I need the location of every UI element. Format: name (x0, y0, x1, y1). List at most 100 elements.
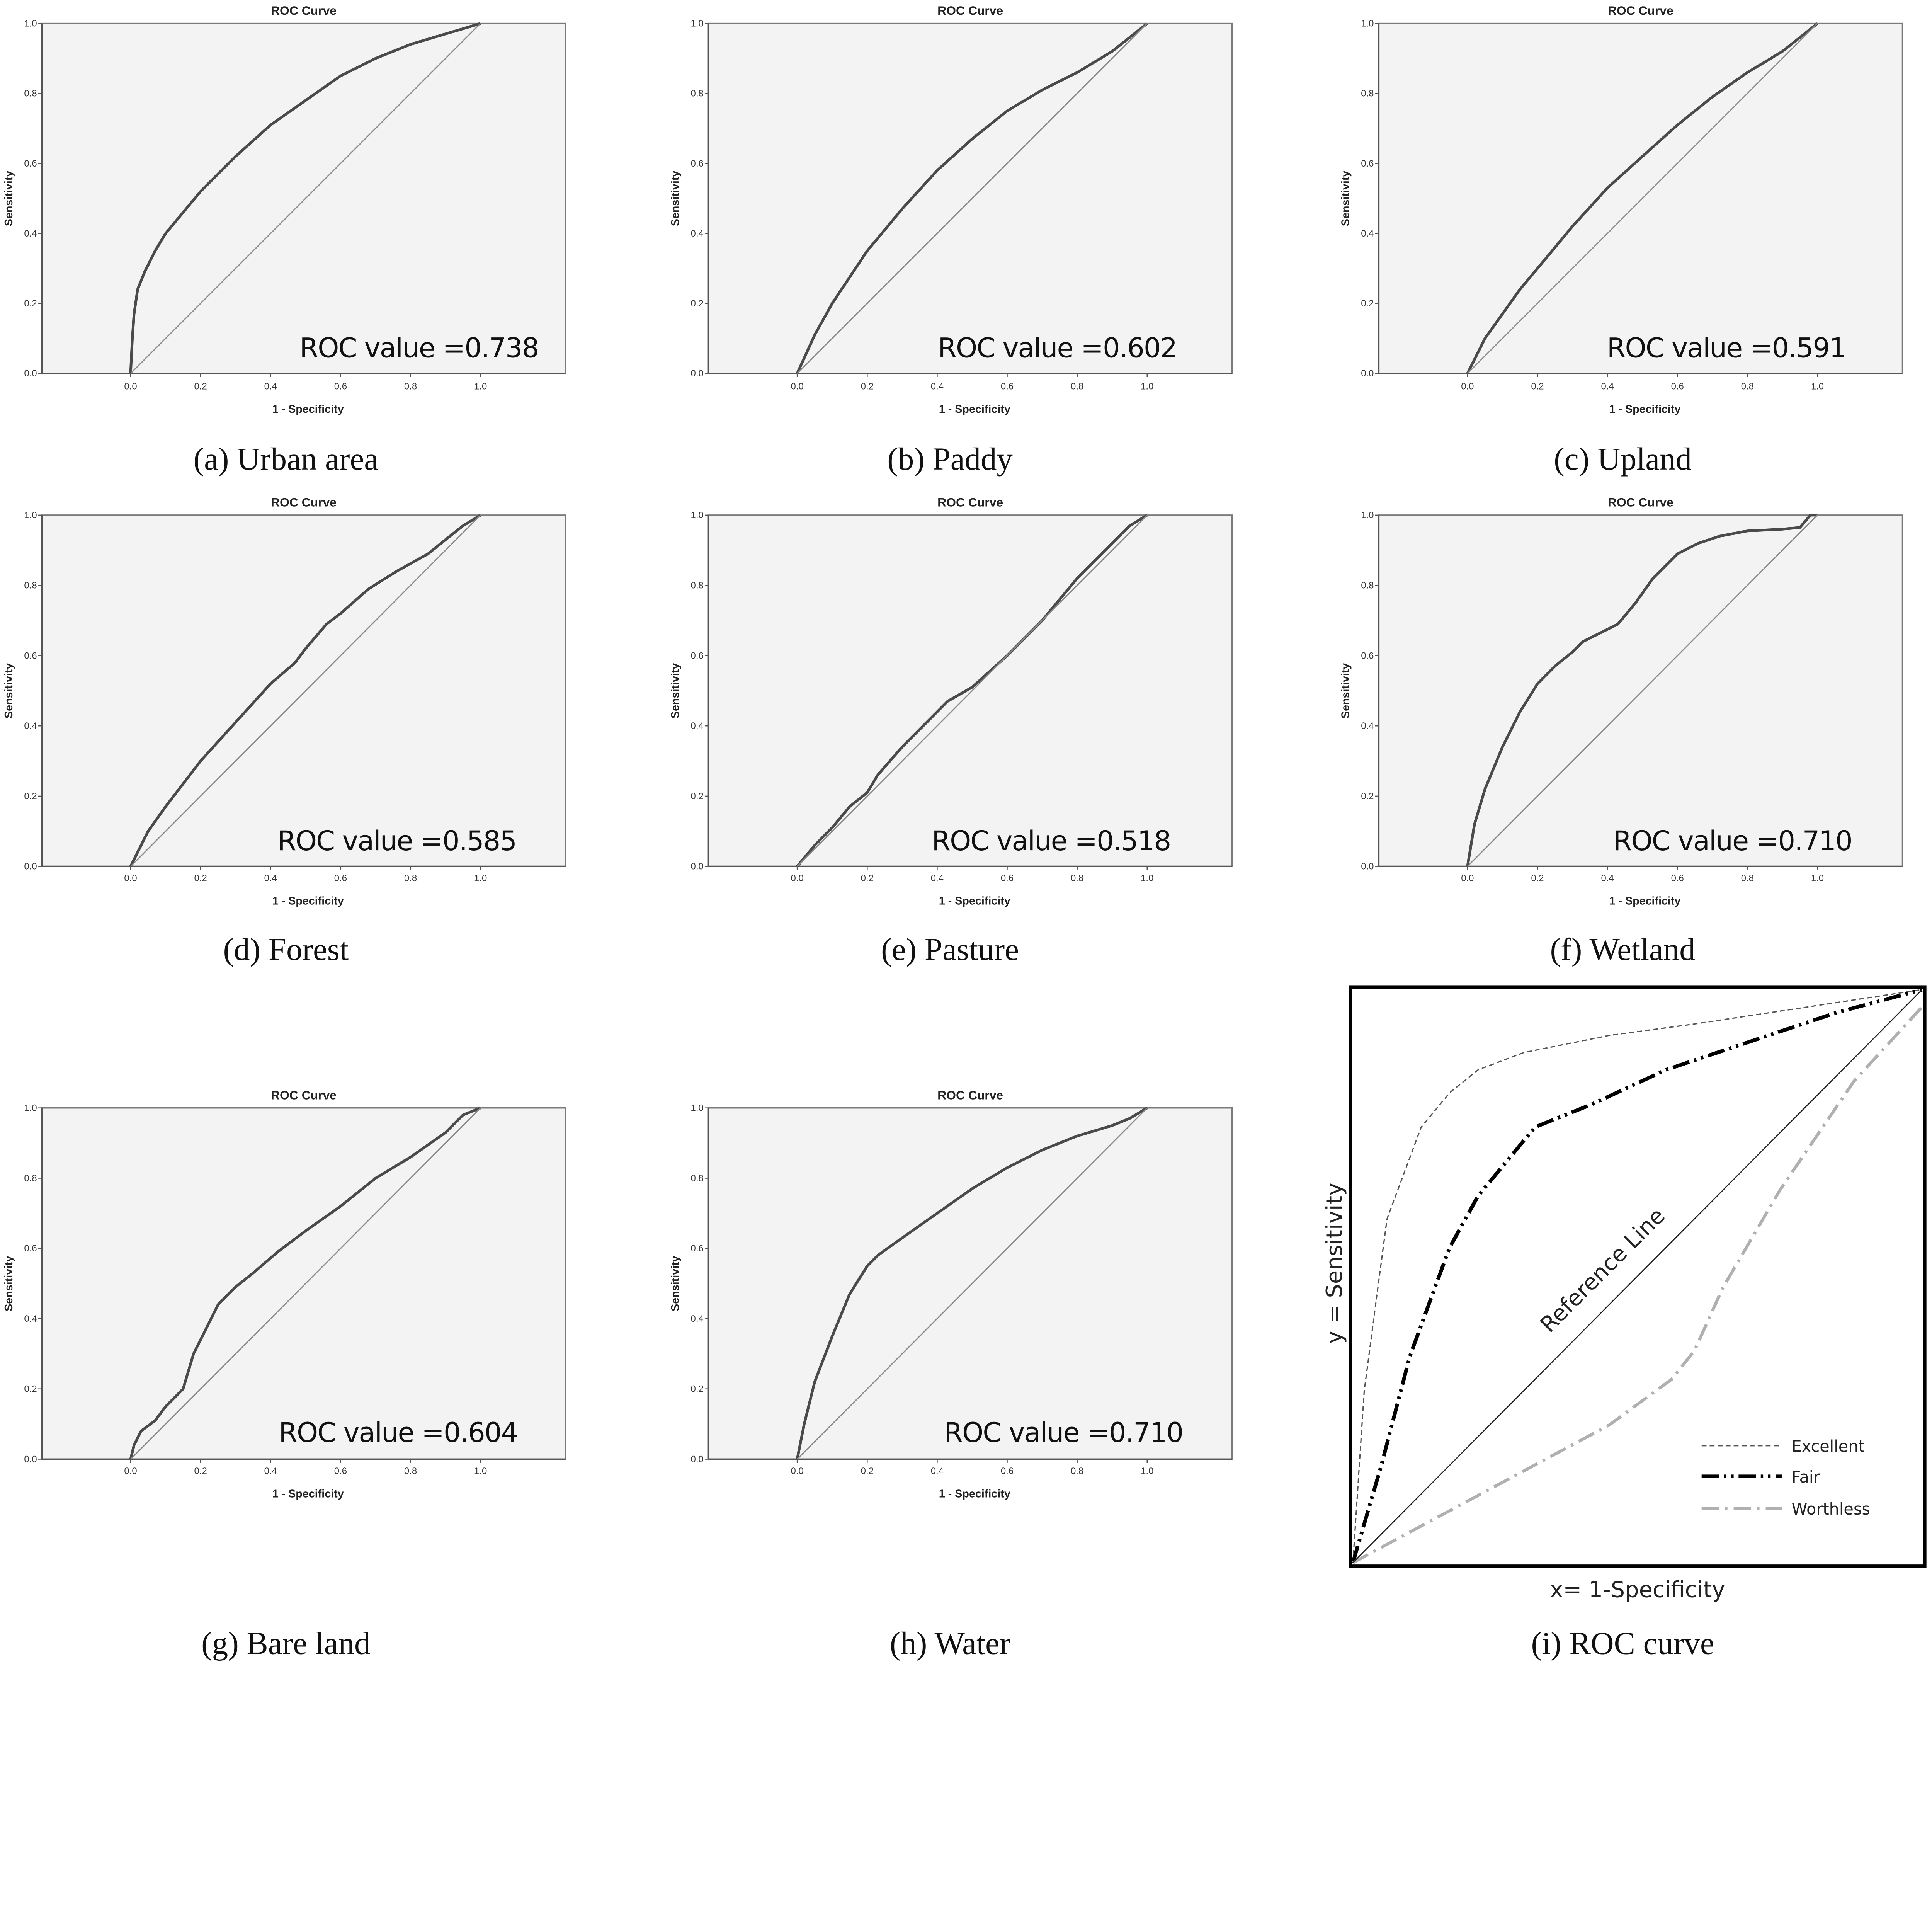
roc-panel-b: ROC Curve 0.0 0.2 0.4 0.6 0.8 1.0 0.0 0.2 0.4 0.6 0… (669, 3, 1233, 477)
x-tick-label: 0.0 (791, 1466, 804, 1476)
roc-panel-g: ROC Curve 0.0 0.2 0.4 0.6 0.8 1.0 0.0 0.2 0.4 0.6 0… (3, 1088, 566, 1661)
x-tick-label: 0.0 (124, 873, 137, 883)
panel-title: ROC Curve (937, 495, 1003, 509)
x-tick-label: 0.2 (194, 381, 207, 392)
plot-area (707, 1107, 1233, 1460)
y-tick-label: 0.0 (691, 1454, 704, 1464)
x-tick-label: 0.0 (1461, 381, 1474, 392)
plot-area (1378, 22, 1903, 374)
x-tick-label: 0.8 (1071, 873, 1083, 883)
x-tick-label: 0.2 (861, 381, 874, 392)
x-tick-label: 0.0 (791, 381, 804, 392)
y-tick-label: 0.4 (24, 1314, 37, 1324)
y-tick-label: 0.6 (691, 650, 704, 661)
x-tick-label: 0.0 (1461, 873, 1474, 883)
reference-line (797, 23, 1148, 374)
y-tick-label: 0.2 (691, 1384, 704, 1394)
y-tick-label: 0.2 (1361, 791, 1374, 802)
x-axis-title: 1 - Specificity (272, 895, 344, 907)
x-tick-label: 1.0 (1141, 1466, 1153, 1476)
x-tick-label: 1.0 (474, 381, 487, 392)
x-tick-label: 1.0 (474, 873, 487, 883)
reference-line (797, 1107, 1148, 1460)
reference-line (130, 514, 481, 867)
roc-panel-h: ROC Curve 0.0 0.2 0.4 0.6 0.8 1.0 0.0 0.2 0.4 0.6 0… (669, 1088, 1233, 1661)
y-tick-label: 0.4 (24, 721, 37, 731)
panel-caption: (f) Wetland (1550, 931, 1696, 967)
legend-label: Worthless (1791, 1500, 1870, 1518)
panel-caption: (h) Water (890, 1625, 1010, 1661)
x-axis-title: 1 - Specificity (939, 895, 1010, 907)
x-tick-label: 0.4 (1601, 873, 1614, 883)
reference-line-curve (1352, 989, 1923, 1563)
x-tick-label: 0.4 (264, 873, 277, 883)
panel-caption: (g) Bare land (201, 1625, 370, 1661)
y-tick-label: 0.4 (691, 1314, 704, 1324)
panel-title: ROC Curve (271, 495, 337, 509)
x-axis-title: x= 1-Specificity (1550, 1577, 1725, 1603)
y-tick-label: 0.8 (691, 580, 704, 591)
plot-area (41, 1107, 566, 1460)
roc-curve-line (796, 22, 1148, 374)
roc-value-label: ROC value =0.710 (944, 1417, 1183, 1449)
x-axis-title: 1 - Specificity (939, 403, 1010, 415)
y-tick-label: 1.0 (691, 1103, 704, 1113)
panel-title: ROC Curve (937, 3, 1003, 17)
y-tick-label: 0.8 (24, 89, 37, 99)
y-tick-label: 0.8 (1361, 89, 1374, 99)
reference-line (130, 23, 481, 374)
x-tick-label: 0.2 (194, 873, 207, 883)
x-tick-label: 0.8 (1071, 381, 1083, 392)
y-tick-label: 0.6 (1361, 650, 1374, 661)
x-tick-label: 0.2 (1531, 381, 1544, 392)
y-tick-label: 0.6 (24, 650, 37, 661)
panel-caption: (e) Pasture (881, 931, 1019, 967)
x-axis-title: 1 - Specificity (1609, 403, 1681, 415)
panel-title: ROC Curve (1608, 3, 1673, 17)
y-axis-title: y = Sensitivity (1321, 1183, 1347, 1344)
y-tick-label: 0.0 (1361, 861, 1374, 872)
y-tick-label: 1.0 (24, 510, 37, 521)
y-tick-label: 0.2 (24, 791, 37, 802)
y-tick-label: 0.4 (691, 721, 704, 731)
y-tick-label: 0.2 (24, 1384, 37, 1394)
panel-title: ROC Curve (1608, 495, 1673, 509)
x-tick-label: 0.6 (1001, 381, 1014, 392)
y-tick-label: 0.4 (1361, 721, 1374, 731)
x-tick-label: 0.8 (404, 873, 417, 883)
x-tick-label: 0.6 (1671, 381, 1684, 392)
roc-curve-line (796, 1106, 1148, 1460)
panel-title: ROC Curve (271, 3, 337, 17)
roc-value-label: ROC value =0.738 (299, 332, 538, 364)
y-tick-label: 0.2 (24, 298, 37, 309)
y-tick-label: 0.2 (1361, 298, 1374, 309)
legend-item-fair: Fair (1701, 1468, 1820, 1486)
panel-caption: (d) Forest (223, 931, 349, 967)
y-tick-label: 0.6 (691, 1243, 704, 1254)
y-tick-label: 0.0 (1361, 368, 1374, 379)
x-tick-label: 0.6 (334, 1466, 347, 1476)
x-tick-label: 0.6 (334, 873, 347, 883)
x-tick-label: 1.0 (1811, 381, 1824, 392)
roc-curve-line (1466, 514, 1818, 867)
x-tick-label: 0.4 (1601, 381, 1614, 392)
y-tick-label: 0.6 (24, 1243, 37, 1254)
y-tick-label: 0.0 (24, 368, 37, 379)
panel-caption: (i) ROC curve (1531, 1625, 1714, 1661)
x-tick-label: 0.4 (931, 873, 944, 883)
x-tick-label: 0.6 (1671, 873, 1684, 883)
roc-curve-line (129, 514, 481, 867)
x-tick-label: 0.4 (931, 1466, 944, 1476)
roc-panel-c: ROC Curve 0.0 0.2 0.4 0.6 0.8 1.0 0.0 0.2 0.4 0.6 0… (1340, 3, 1903, 477)
x-tick-label: 0.8 (1741, 873, 1754, 883)
y-axis-title: Sensitivity (669, 171, 682, 226)
roc-value-label: ROC value =0.604 (279, 1417, 517, 1449)
panel-caption: (c) Upland (1554, 441, 1692, 477)
x-tick-label: 1.0 (1811, 873, 1824, 883)
x-tick-label: 0.8 (404, 381, 417, 392)
y-axis-title: Sensitivity (1340, 663, 1352, 719)
x-tick-label: 0.2 (1531, 873, 1544, 883)
x-axis-title: 1 - Specificity (272, 403, 344, 415)
roc-panel-d: ROC Curve 0.0 0.2 0.4 0.6 0.8 1.0 0.0 0.2 0.4 0.6 0… (3, 495, 566, 967)
